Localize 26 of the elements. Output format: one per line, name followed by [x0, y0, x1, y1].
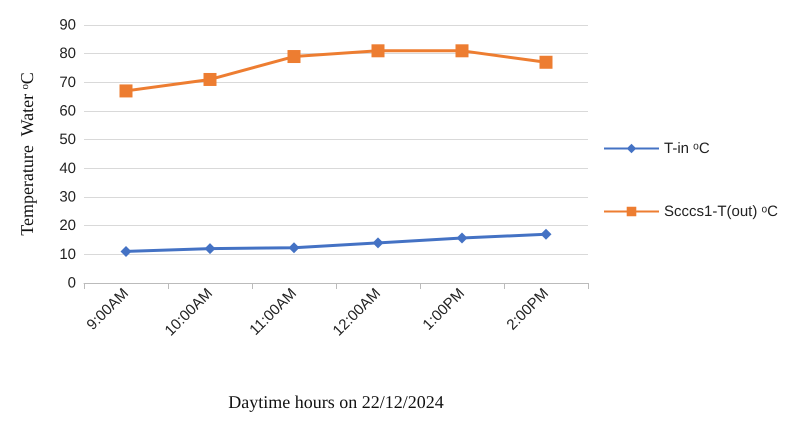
point: [456, 232, 468, 244]
point: [540, 228, 552, 240]
point: [540, 56, 552, 69]
point: [204, 243, 216, 254]
point: [204, 72, 216, 86]
y-tick-label: 30: [59, 188, 76, 206]
point: [288, 242, 300, 254]
y-axis-title: Temperature Water ᵒC: [17, 72, 37, 236]
y-tick-label: 60: [59, 102, 76, 120]
y-tick-label: 90: [59, 16, 76, 34]
y-tick-label: 50: [59, 131, 76, 148]
point: [120, 84, 132, 98]
y-tick-label: 40: [59, 160, 76, 177]
y-tick-label: 80: [59, 45, 76, 62]
point: [372, 237, 384, 248]
x-axis-title: Daytime hours on 22/12/2024: [228, 392, 444, 412]
point: [120, 246, 132, 257]
y-tick-label: 10: [59, 246, 76, 263]
point: [456, 44, 468, 58]
y-tick-label: 20: [59, 217, 76, 234]
y-tick-label: 0: [68, 274, 76, 292]
point: [288, 50, 300, 64]
legend-label: T-in ᵒC: [664, 140, 710, 157]
y-tick-label: 70: [59, 74, 76, 91]
point: [372, 44, 384, 58]
legend-label: Scccs1-T(out) ᵒC: [664, 203, 778, 220]
